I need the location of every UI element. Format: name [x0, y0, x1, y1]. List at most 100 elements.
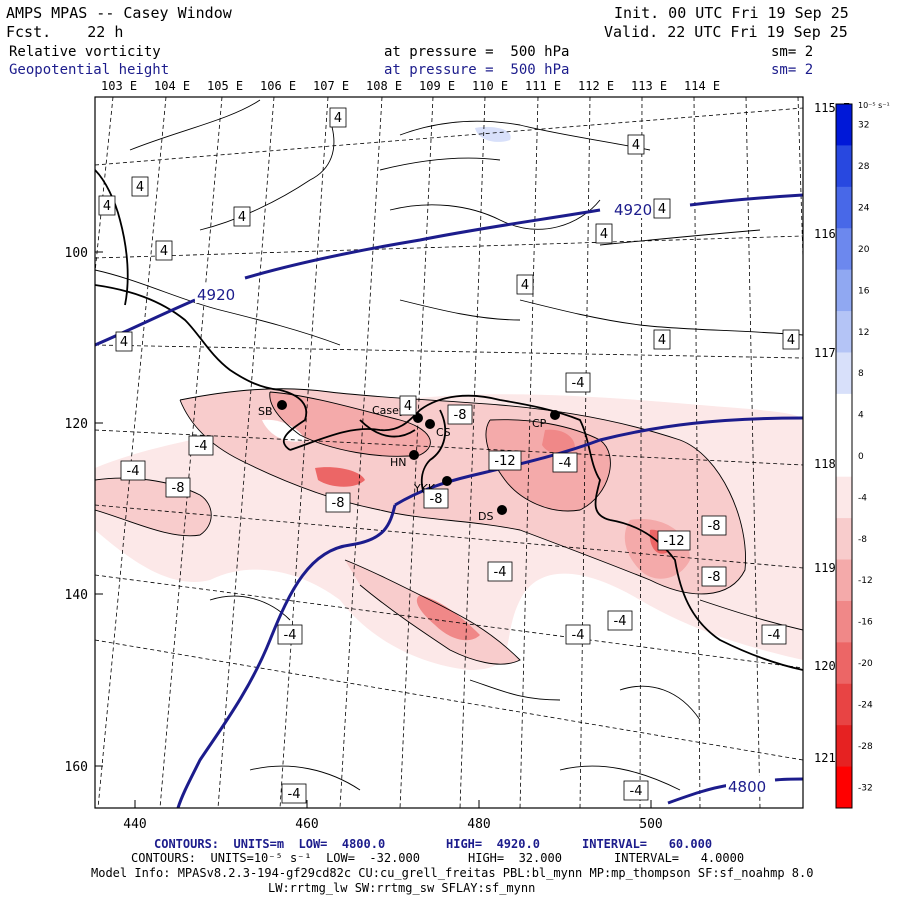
field-smooth-height: sm= 2	[771, 62, 814, 78]
colorbar-label: -24	[858, 700, 873, 710]
lon-label-top: 112 E	[578, 79, 614, 93]
forecast-hour: Fcst. 22 h	[6, 23, 124, 41]
x-tick-label: 440	[123, 817, 146, 832]
colorbar-swatch	[836, 683, 852, 726]
colorbar-label: -32	[858, 783, 873, 793]
colorbar-label: 8	[858, 369, 864, 379]
footer-model-info-2: LW:rrtmg_lw SW:rrtmg_sw SFLAY:sf_mynn	[268, 881, 536, 895]
colorbar-swatch	[836, 766, 852, 809]
height-label: 4920	[614, 201, 652, 219]
vorticity-label-box	[565, 624, 591, 645]
vorticity-label: -4	[572, 376, 585, 391]
lon-label-top: 110 E	[472, 79, 508, 93]
footer-vort-interval: INTERVAL= 4.0000	[614, 851, 745, 865]
vorticity-label-box	[607, 610, 633, 631]
vorticity-label: -8	[708, 570, 721, 585]
vorticity-label: 4	[521, 278, 529, 293]
colorbar-label: -16	[858, 618, 873, 628]
colorbar-swatch	[836, 518, 852, 561]
colorbar-label: -12	[858, 576, 873, 586]
vorticity-label: -12	[663, 534, 684, 549]
vorticity-label: 4	[120, 335, 128, 350]
vorticity-label: -8	[332, 496, 345, 511]
vorticity-label: 4	[658, 202, 666, 217]
vorticity-label-box	[120, 460, 146, 481]
vorticity-label-box	[131, 176, 149, 197]
vorticity-label-box	[761, 624, 787, 645]
coastline	[95, 169, 803, 671]
vorticity-label-box	[155, 240, 173, 261]
lon-label-top: 105 E	[207, 79, 243, 93]
vorticity-label: -4	[614, 614, 627, 629]
chart-title: AMPS MPAS -- Casey Window	[6, 4, 232, 22]
vorticity-label: -8	[708, 519, 721, 534]
vorticity-label-box	[627, 134, 645, 155]
vorticity-label: 4	[404, 399, 412, 414]
colorbar-frame	[835, 103, 853, 809]
station-label-casey: Casey	[372, 404, 406, 417]
colorbar: 32 28 24 20 16 12 8 4 0 -4 -8 -12 -16 -20 -24 -28 -32	[835, 103, 873, 809]
vorticity-label: 4	[658, 333, 666, 348]
lon-label-top: 106 E	[260, 79, 296, 93]
vorticity-label: -4	[284, 628, 297, 643]
lon-label-top: 113 E	[631, 79, 667, 93]
colorbar-label: -4	[858, 493, 867, 503]
geopotential-height-contours	[95, 193, 803, 808]
axis-ticks	[95, 251, 652, 808]
colorbar-swatch	[836, 228, 852, 271]
vorticity-label: 4	[632, 138, 640, 153]
colorbar-swatch	[836, 311, 852, 353]
station-label-sb: SB	[258, 405, 273, 418]
vorticity-label: -4	[572, 628, 585, 643]
colorbar-swatch	[836, 725, 852, 768]
plot-frame	[94, 96, 804, 809]
colorbar-label: 16	[858, 286, 870, 296]
y-tick-label: 100	[65, 246, 88, 261]
vorticity-label-box	[701, 566, 727, 587]
colorbar-swatch	[836, 145, 852, 188]
vorticity-label-box	[595, 223, 613, 244]
colorbar-label: 24	[858, 204, 870, 214]
field-name-vorticity: Relative vorticity	[9, 44, 161, 60]
vorticity-label: -4	[127, 464, 140, 479]
height-label: 4920	[197, 286, 235, 304]
vorticity-label: -8	[172, 481, 185, 496]
vorticity-label: 4	[103, 199, 111, 214]
station-label-ds: DS	[478, 510, 493, 523]
footer-height-interval: INTERVAL= 60.000	[582, 837, 713, 851]
colorbar-swatch	[836, 352, 852, 395]
vorticity-label-box	[565, 372, 591, 393]
vorticity-label-box	[447, 404, 473, 425]
station-marker-sb	[277, 400, 287, 410]
colorbar-label: 20	[858, 245, 870, 255]
y-tick-label: 120	[65, 417, 88, 432]
colorbar-swatch	[836, 559, 852, 602]
station-marker-ds	[497, 505, 507, 515]
vorticity-label-box	[98, 195, 116, 216]
vorticity-label-box	[657, 530, 691, 551]
lon-label-top: 103 E	[101, 79, 137, 93]
init-time: Init. 00 UTC Fri 19 Sep 25	[614, 4, 849, 22]
x-tick-label: 460	[295, 817, 318, 832]
station-marker-cp	[550, 410, 560, 420]
vorticity-label-box	[653, 198, 671, 219]
colorbar-label: 12	[858, 328, 869, 338]
vorticity-label-box	[653, 329, 671, 350]
vorticity-label-box	[516, 274, 534, 295]
vorticity-label-box	[281, 783, 307, 804]
vorticity-label-box	[277, 624, 303, 645]
vorticity-label: -4	[768, 628, 781, 643]
colorbar-label: -28	[858, 742, 873, 752]
colorbar-swatch	[836, 435, 852, 478]
colorbar-label: 0	[858, 452, 864, 462]
vorticity-label-box	[552, 452, 578, 473]
vorticity-label-box	[325, 492, 351, 513]
vorticity-label: -8	[430, 492, 443, 507]
station-marker-casey	[413, 413, 423, 423]
vorticity-label: -4	[195, 439, 208, 454]
vorticity-label: 4	[334, 111, 342, 126]
vorticity-label-box	[623, 780, 649, 801]
footer-height-contours: CONTOURS: UNITS=m LOW= 4800.0	[154, 837, 386, 851]
vorticity-label-box	[329, 107, 347, 128]
colorbar-swatch	[836, 642, 852, 685]
